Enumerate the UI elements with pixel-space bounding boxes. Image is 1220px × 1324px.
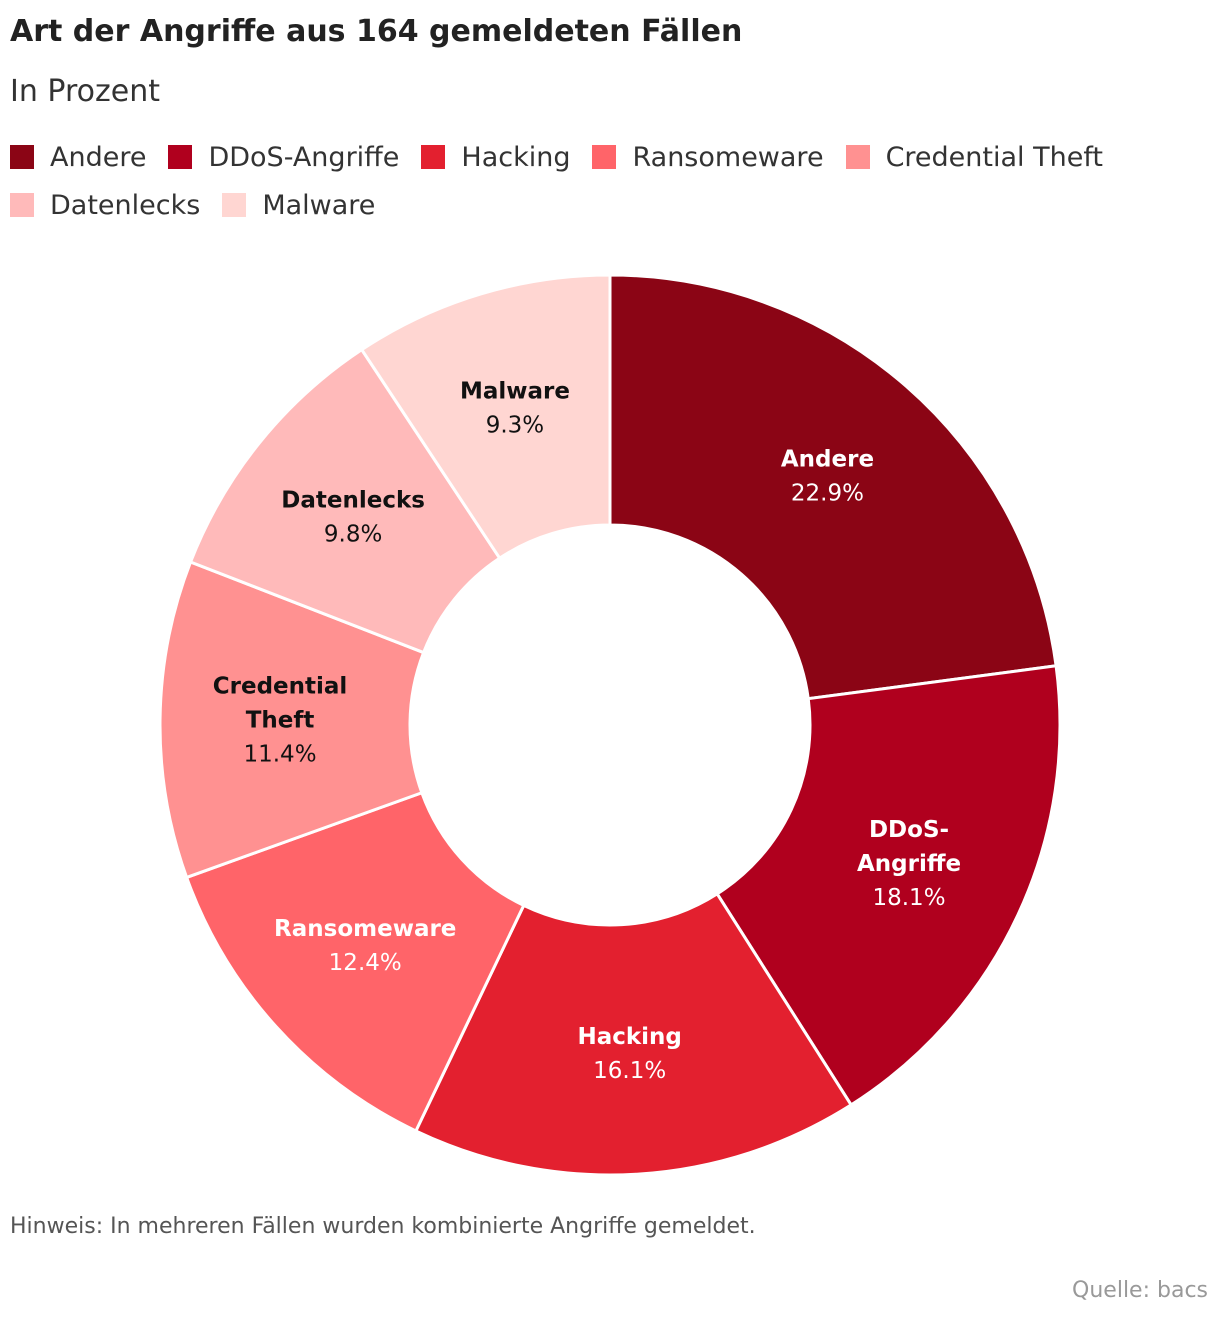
- legend-swatch: [10, 145, 34, 169]
- donut-chart: Andere 22.9% DDoS- Angriffe 18.1% Hacking 16.1…: [158, 273, 1062, 1177]
- slice-label: Angriffe: [857, 851, 961, 877]
- slice-value-label: 9.8%: [324, 521, 382, 547]
- legend-item: Malware: [222, 188, 375, 222]
- legend-swatch: [168, 145, 193, 169]
- slice-label: Credential: [213, 673, 348, 699]
- slice-label: Malware: [460, 378, 570, 404]
- legend-item: Ransomeware: [592, 140, 824, 174]
- chart-title: Art der Angriffe aus 164 gemeldeten Fäll…: [10, 14, 743, 49]
- slice-label: Theft: [246, 707, 315, 733]
- legend-label: DDoS-Angriffe: [208, 141, 400, 173]
- legend-label: Malware: [262, 189, 376, 221]
- legend-label: Datenlecks: [50, 189, 201, 221]
- legend-swatch: [10, 193, 34, 217]
- slice-value-label: 18.1%: [872, 885, 945, 911]
- slice-label: Ransomeware: [274, 916, 456, 942]
- slice-value-label: 12.4%: [329, 950, 402, 976]
- legend-label: Credential Theft: [885, 141, 1103, 173]
- slice-hacking: [413, 891, 854, 1177]
- legend-swatch: [421, 145, 446, 169]
- slice-ransomeware: [184, 790, 526, 1133]
- footnote: Hinweis: In mehreren Fällen wurden kombi…: [10, 1214, 756, 1239]
- slice-label: Hacking: [577, 1024, 681, 1050]
- legend-label: Hacking: [461, 141, 571, 173]
- slice-datenlecks: [188, 347, 502, 655]
- slice-value-label: 11.4%: [243, 741, 316, 767]
- source-credit: Quelle: bacs: [1072, 1278, 1208, 1303]
- legend-item: Credential Theft: [845, 140, 1103, 174]
- slice-label: Andere: [781, 446, 874, 472]
- legend-item: DDoS-Angriffe: [168, 140, 399, 174]
- legend-swatch: [222, 193, 247, 217]
- slice-value-label: 16.1%: [593, 1058, 666, 1084]
- legend-item: Andere: [10, 140, 146, 174]
- legend-label: Andere: [50, 141, 147, 173]
- chart-subtitle: In Prozent: [10, 74, 160, 109]
- slice-value-label: 9.3%: [486, 412, 544, 438]
- slice-value-label: 22.9%: [791, 480, 864, 506]
- slice-label: Datenlecks: [281, 487, 425, 513]
- legend-swatch: [845, 145, 870, 169]
- legend-item: Datenlecks: [10, 188, 200, 222]
- slice-andere: [608, 273, 1058, 701]
- slice-malware: [359, 273, 612, 561]
- legend-item: Hacking: [421, 140, 570, 174]
- slice-credential-theft: [158, 560, 426, 880]
- legend-swatch: [592, 145, 617, 169]
- slice-ddos-angriffe: [715, 664, 1062, 1108]
- legend-label: Ransomeware: [632, 141, 824, 173]
- legend: Andere DDoS-Angriffe Hacking Ransomeware Cre…: [10, 140, 1200, 222]
- slice-label: DDoS-: [869, 817, 949, 843]
